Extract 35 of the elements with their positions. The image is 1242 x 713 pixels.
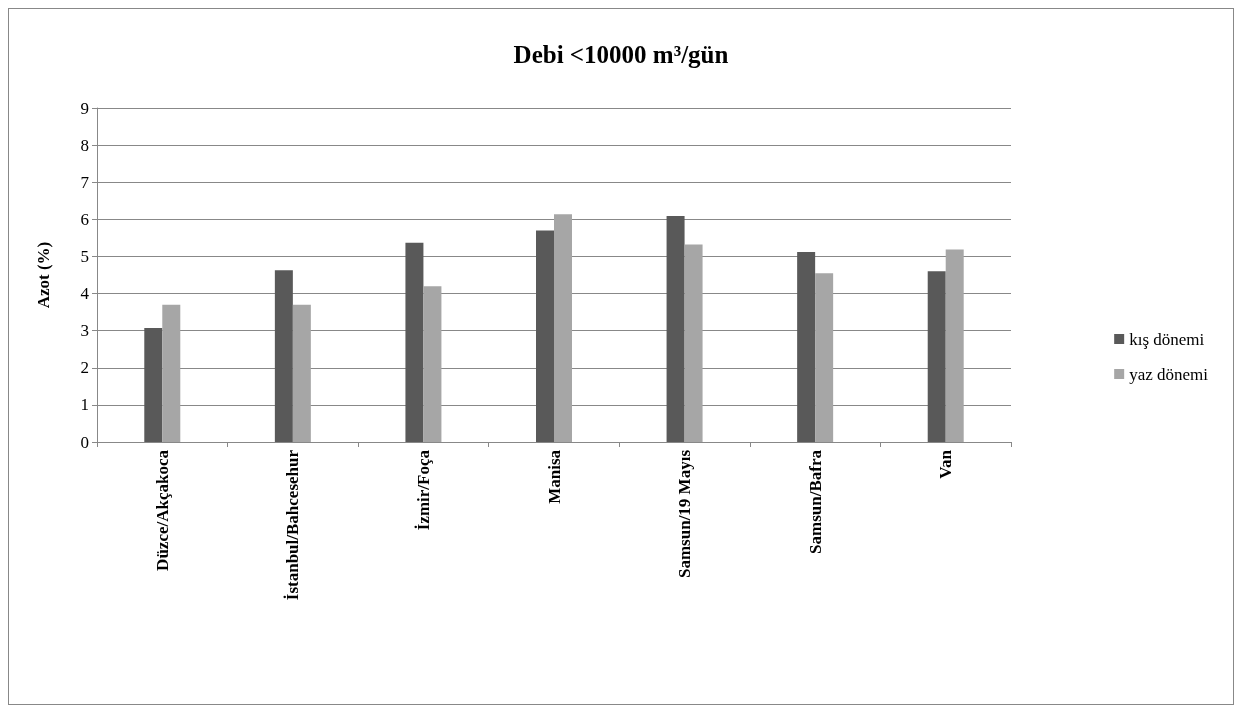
- y-tick-label: 1: [80, 395, 89, 415]
- bar: [554, 214, 572, 442]
- bar: [405, 242, 424, 442]
- y-tick-label: 8: [80, 135, 89, 155]
- x-tick-label: Düzce/Akçakoca: [152, 449, 172, 571]
- y-tick-label: 7: [80, 172, 90, 192]
- y-tick-label: 2: [80, 358, 89, 378]
- chart-title: Debi <10000 m³/gün: [513, 41, 729, 68]
- y-tick-label: 9: [80, 98, 89, 118]
- x-tick-label: Van: [936, 449, 956, 479]
- bar: [162, 304, 181, 442]
- y-tick-label: 3: [80, 321, 89, 341]
- bar: [536, 230, 554, 442]
- bar: [684, 244, 703, 442]
- bar: [797, 251, 816, 442]
- x-tick-label: İzmir/Foça: [413, 449, 433, 531]
- bar: [666, 215, 685, 442]
- y-tick-label: 4: [80, 284, 90, 304]
- bar: [144, 328, 163, 442]
- y-tick-label: 0: [80, 432, 89, 452]
- x-tick-label: Manisa: [544, 449, 564, 504]
- legend-label: yaz dönemi: [1129, 364, 1209, 384]
- bar: [815, 273, 834, 442]
- bar: [274, 270, 293, 442]
- x-tick-label: Samsun/Bafra: [805, 449, 825, 554]
- bar: [292, 304, 311, 442]
- bar: [945, 249, 964, 442]
- x-tick-label: Samsun/19 Mayıs: [675, 449, 695, 578]
- y-tick-label: 5: [80, 246, 89, 266]
- bar: [423, 286, 442, 442]
- x-tick-label: İstanbul/Bahcesehur: [283, 449, 303, 601]
- legend-label: kış dönemi: [1129, 329, 1205, 349]
- y-tick-label: 6: [80, 209, 89, 229]
- bar: [927, 271, 946, 442]
- y-axis-title: Azot (%): [34, 241, 53, 309]
